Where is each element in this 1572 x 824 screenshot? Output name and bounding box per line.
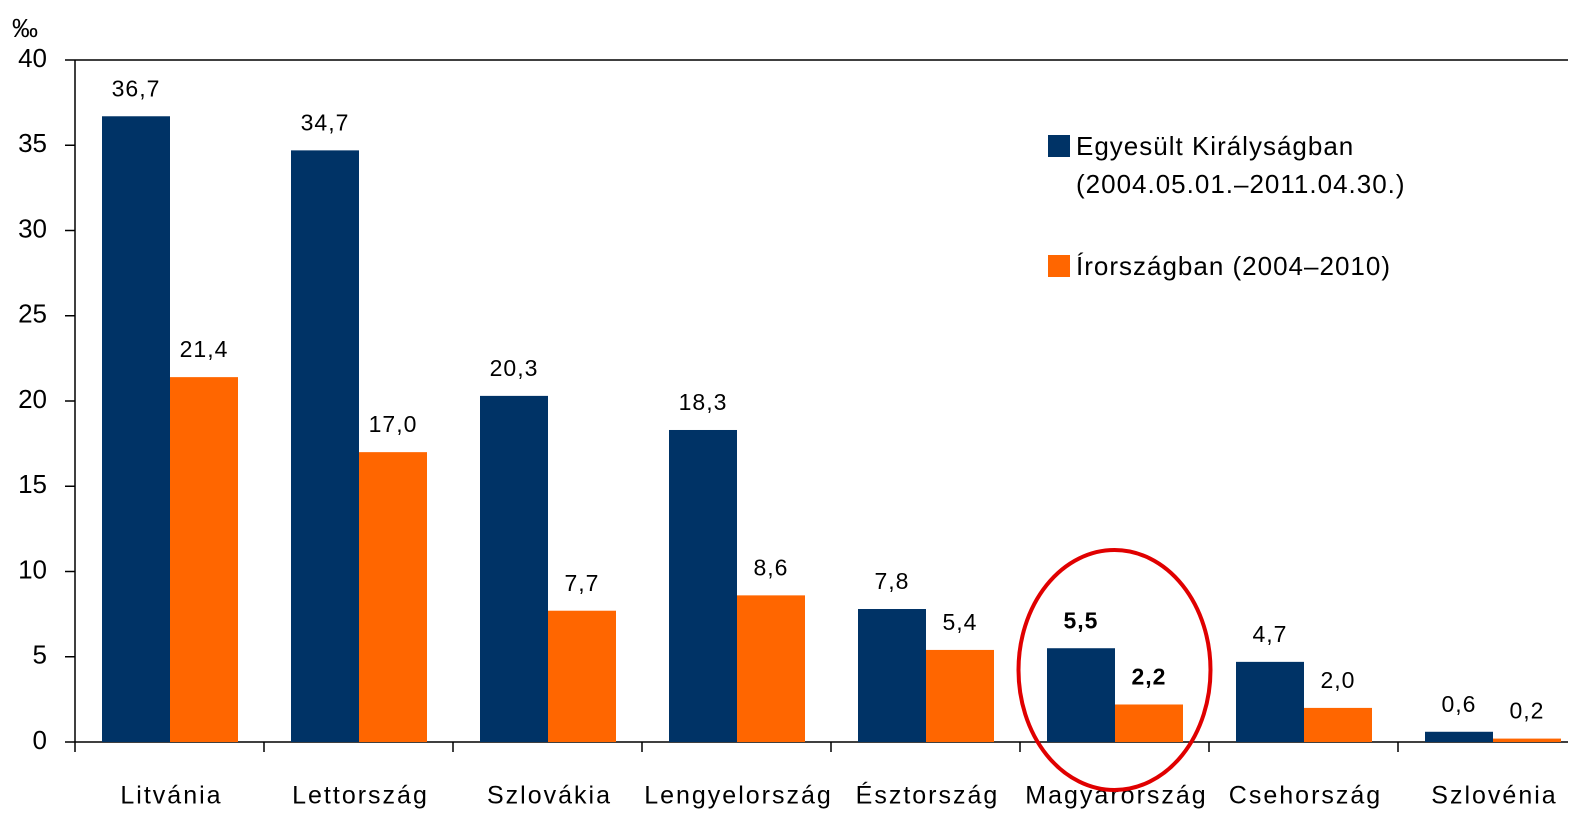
y-axis-label: ‰ xyxy=(12,13,38,43)
bar xyxy=(858,609,926,742)
bar xyxy=(1236,661,1304,742)
value-label: 34,7 xyxy=(301,109,350,135)
x-tick-label: Csehország xyxy=(1229,782,1382,810)
bar xyxy=(926,649,994,742)
bar xyxy=(669,429,737,742)
x-tick-label: Litvánia xyxy=(120,782,222,810)
value-label: 5,5 xyxy=(1064,607,1099,633)
highlight-circle xyxy=(1016,548,1213,792)
bar xyxy=(1425,731,1493,742)
y-tick-label: 15 xyxy=(18,469,47,499)
value-label: 21,4 xyxy=(180,336,229,362)
value-label: 0,2 xyxy=(1510,698,1545,724)
bar xyxy=(170,377,238,742)
value-label: 17,0 xyxy=(369,411,418,437)
value-label: 7,7 xyxy=(565,570,600,596)
value-label: 4,7 xyxy=(1253,621,1288,647)
value-label: 5,4 xyxy=(943,609,978,635)
bar xyxy=(548,610,616,742)
y-tick-label: 5 xyxy=(33,640,47,670)
x-tick-label: Szlovénia xyxy=(1431,782,1557,810)
y-tick-label: 10 xyxy=(18,554,47,584)
bar xyxy=(1493,738,1561,742)
x-tick-label: Észtország xyxy=(856,781,1000,810)
value-label: 36,7 xyxy=(112,75,161,101)
y-tick-label: 25 xyxy=(18,299,47,329)
value-label: 20,3 xyxy=(490,355,539,381)
y-tick-label: 0 xyxy=(33,725,47,755)
value-label: 2,0 xyxy=(1321,667,1356,693)
y-tick-label: 35 xyxy=(18,128,47,158)
value-label: 0,6 xyxy=(1442,691,1477,717)
bar xyxy=(737,595,805,742)
legend-label: Írországban (2004–2010) xyxy=(1076,251,1391,281)
bar xyxy=(102,116,170,742)
bar xyxy=(1115,704,1183,742)
x-tick-label: Szlovákia xyxy=(487,782,612,810)
value-label: 18,3 xyxy=(679,389,728,415)
bar xyxy=(480,395,548,742)
x-tick-label: Lettország xyxy=(292,782,429,810)
y-tick-label: 30 xyxy=(18,213,47,243)
y-tick-label: 40 xyxy=(18,43,47,73)
bar xyxy=(291,150,359,743)
x-tick-label: Magyarország xyxy=(1025,782,1207,810)
bar xyxy=(1047,648,1115,742)
legend-swatch xyxy=(1048,255,1070,277)
value-label: 2,2 xyxy=(1132,664,1167,690)
legend-label: Egyesült Királyságban (2004.05.01.–2011.… xyxy=(1076,131,1406,199)
bar xyxy=(1304,707,1372,742)
value-label: 8,6 xyxy=(754,554,789,580)
x-tick-label: Lengyelország xyxy=(644,782,833,810)
legend-swatch xyxy=(1048,135,1070,157)
value-label: 7,8 xyxy=(875,568,910,594)
bar xyxy=(359,452,427,742)
y-tick-label: 20 xyxy=(18,384,47,414)
